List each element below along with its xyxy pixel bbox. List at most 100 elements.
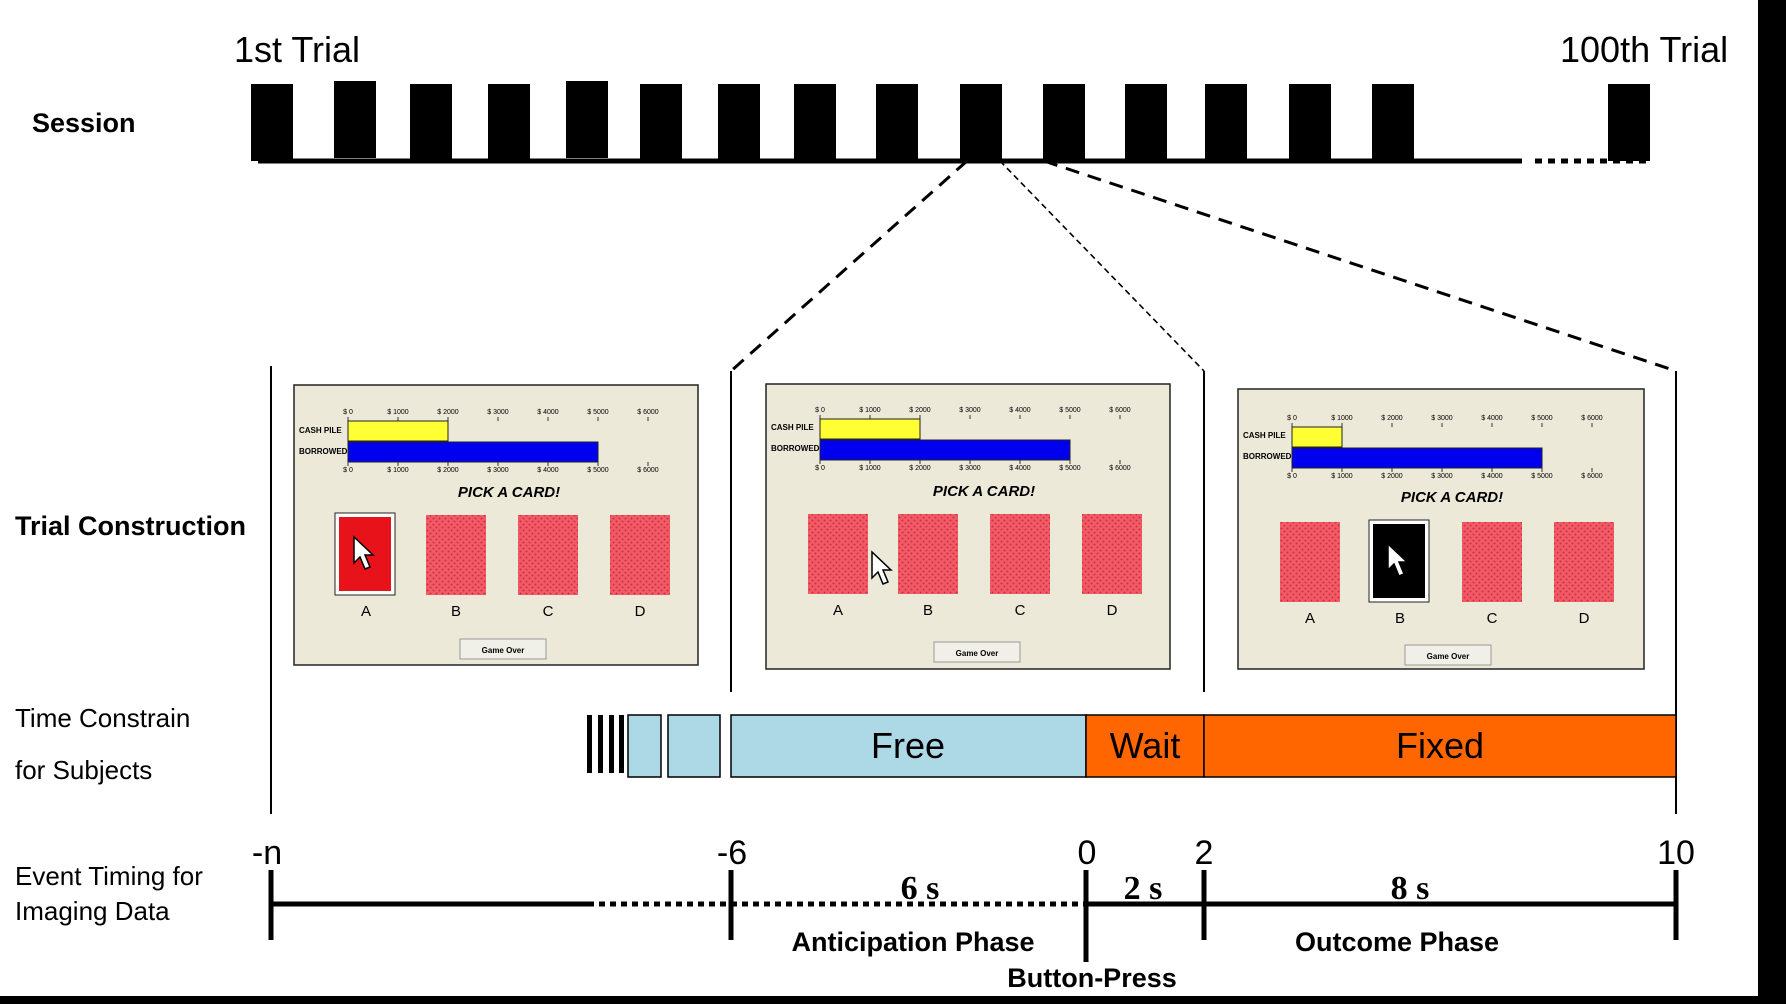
axis-tick-label-bottom: $ 6000 (637, 467, 659, 474)
session-trial-block (1372, 84, 1414, 161)
axis-tick-label-bottom: $ 5000 (1059, 465, 1081, 472)
session-trial-block (1205, 84, 1247, 161)
zoom-line-right (1043, 159, 1677, 373)
trial-tick-3 (609, 715, 614, 773)
card-b[interactable]: B (898, 514, 958, 619)
game-screen-panel-3: $ 0 $ 1000 $ 2000 $ 3000 $ 4000 $ 5000 $ 6000 … (1237, 388, 1645, 670)
axis-tick-label-bottom: $ 2000 (909, 465, 931, 472)
card-letter-label: A (1305, 610, 1315, 627)
axis-tick-label-bottom: $ 6000 (1109, 465, 1131, 472)
tick-label-2: 2 (1195, 834, 1214, 872)
card-letter-label: D (1579, 610, 1590, 627)
tick-label-0: 0 (1078, 834, 1097, 872)
axis-tick-label-bottom: $ 5000 (1531, 473, 1553, 480)
trial-tick-4 (619, 715, 624, 773)
zoom-line-middle (999, 160, 1205, 372)
frame-right-edge (1758, 0, 1786, 1004)
duration-outcome: 8 s (1391, 870, 1430, 907)
card-a[interactable]: A (1280, 522, 1340, 627)
game-over-button-label: Game Over (956, 649, 999, 658)
game-over-button[interactable] (459, 638, 547, 660)
session-trial-block (1608, 84, 1650, 161)
duration-wait: 2 s (1124, 870, 1163, 907)
wait-label: Wait (1110, 725, 1181, 766)
card-letter-label: B (451, 603, 461, 620)
axis-top: $ 0 $ 1000 $ 2000 $ 3000 $ 4000 $ 5000 $ 6000 (1287, 415, 1603, 427)
borrowed-bar (1291, 447, 1543, 469)
session-trial-block (566, 81, 608, 158)
session-trial-block (251, 84, 293, 161)
card-d[interactable]: D (1554, 522, 1614, 627)
axis-tick-label-top: $ 5000 (587, 409, 609, 416)
borrowed-label: BORROWED (771, 444, 820, 453)
game-over-button[interactable] (933, 641, 1021, 663)
anticipation-phase-label: Anticipation Phase (791, 927, 1034, 957)
axis-tick-label-top: $ 6000 (1109, 407, 1131, 414)
previous-trial-block-2 (667, 714, 721, 778)
axis-tick-label-bottom: $ 6000 (1581, 473, 1603, 480)
event-timing-label-line1: Event Timing for (15, 861, 203, 891)
card-back (610, 515, 670, 595)
card-a[interactable]: A (334, 512, 396, 620)
card-letter-label: D (635, 603, 646, 620)
axis-tick-label-top: $ 6000 (1581, 415, 1603, 422)
card-d[interactable]: D (610, 515, 670, 620)
borrowed-label: BORROWED (1243, 452, 1292, 461)
card-d[interactable]: D (1082, 514, 1142, 619)
axis-tick-label-top: $ 2000 (909, 407, 931, 414)
card-c[interactable]: C (990, 514, 1050, 619)
cash-pile-label: CASH PILE (299, 426, 342, 435)
session-trial-block (334, 81, 376, 158)
cash-pile-bar (819, 418, 921, 440)
axis-tick-label-top: $ 1000 (387, 409, 409, 416)
pick-a-card-prompt: PICK A CARD! (933, 483, 1035, 500)
game-screen-panel-1: $ 0 $ 1000 $ 2000 $ 3000 $ 4000 $ 5000 $ 6000 … (293, 384, 699, 666)
axis-tick-label-bottom: $ 0 (1287, 473, 1297, 480)
session-trial-blocks (251, 81, 1650, 161)
fixed-block (1203, 714, 1677, 778)
cash-pile-label: CASH PILE (771, 423, 814, 432)
game-screen-panel-2: $ 0 $ 1000 $ 2000 $ 3000 $ 4000 $ 5000 $ 6000 … (765, 383, 1171, 670)
axis-tick-label-top: $ 4000 (537, 409, 559, 416)
axis-tick-label-top: $ 3000 (1431, 415, 1453, 422)
card-back (990, 514, 1050, 594)
card-letter-label: C (543, 603, 554, 620)
card-letter-label: A (361, 603, 371, 620)
session-label: Session (32, 108, 136, 138)
card-back (808, 514, 868, 594)
card-letter-label: C (1015, 602, 1026, 619)
card-b[interactable]: B (426, 515, 486, 620)
button-press-label: Button-Press (1007, 963, 1177, 993)
axis-tick-label-top: $ 0 (1287, 415, 1297, 422)
axis-tick-label-bottom: $ 1000 (859, 465, 881, 472)
axis-tick-label-bottom: $ 3000 (487, 467, 509, 474)
borrowed-bar (347, 441, 599, 463)
card-letter-label: C (1487, 610, 1498, 627)
game-over-button-label: Game Over (482, 646, 525, 655)
card-letter-label: B (923, 602, 933, 619)
borrowed-label: BORROWED (299, 447, 348, 456)
wait-block (1085, 714, 1205, 778)
trial-construction-label: Trial Construction (15, 511, 246, 541)
card-a[interactable]: A (808, 514, 868, 619)
game-over-button[interactable] (1404, 644, 1492, 666)
card-c[interactable]: C (518, 515, 578, 620)
card-c[interactable]: C (1462, 522, 1522, 627)
axis-tick-label-top: $ 2000 (1381, 415, 1403, 422)
event-timing-label-line2: Imaging Data (15, 896, 170, 926)
free-label: Free (871, 725, 945, 766)
cursor-arrow-icon (353, 535, 375, 570)
axis-tick-label-top: $ 1000 (1331, 415, 1353, 422)
axis-tick-label-bottom: $ 4000 (1481, 473, 1503, 480)
borrowed-bar (819, 439, 1071, 461)
session-trial-block (876, 84, 918, 161)
axis-tick-label-top: $ 3000 (487, 409, 509, 416)
pick-a-card-prompt: PICK A CARD! (1401, 489, 1503, 506)
cash-pile-bar (1291, 426, 1343, 448)
free-block (730, 714, 1087, 778)
session-trial-block (488, 84, 530, 161)
axis-top: $ 0 $ 1000 $ 2000 $ 3000 $ 4000 $ 5000 $ 6000 (343, 409, 659, 421)
card-b[interactable]: B (1368, 519, 1430, 627)
cursor-arrow-icon (1387, 542, 1409, 577)
axis-tick-label-bottom: $ 0 (343, 467, 353, 474)
